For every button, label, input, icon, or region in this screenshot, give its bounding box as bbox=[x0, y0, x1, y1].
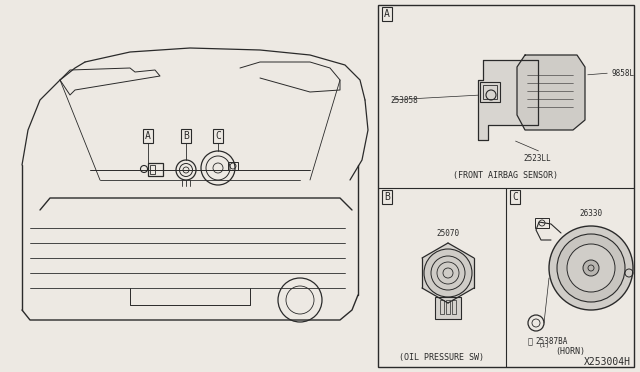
Text: 25387BA: 25387BA bbox=[535, 337, 568, 346]
Text: Ⓝ: Ⓝ bbox=[528, 337, 533, 346]
Bar bbox=[378, 5, 634, 367]
Polygon shape bbox=[448, 243, 474, 273]
Circle shape bbox=[549, 226, 633, 310]
Bar bbox=[483, 85, 497, 99]
Bar bbox=[440, 300, 444, 314]
Polygon shape bbox=[478, 60, 538, 140]
Text: B: B bbox=[384, 192, 390, 202]
Text: 253858: 253858 bbox=[390, 96, 418, 105]
Circle shape bbox=[424, 249, 472, 297]
Polygon shape bbox=[448, 258, 474, 288]
Text: B: B bbox=[183, 131, 189, 141]
Polygon shape bbox=[517, 55, 585, 130]
Text: C: C bbox=[215, 131, 221, 141]
Text: 25070: 25070 bbox=[436, 229, 460, 238]
Text: (1): (1) bbox=[539, 343, 550, 348]
Polygon shape bbox=[422, 243, 448, 273]
Text: 2523LL: 2523LL bbox=[523, 154, 551, 163]
Text: 9858L: 9858L bbox=[612, 68, 635, 77]
Bar bbox=[480, 82, 500, 102]
Bar bbox=[150, 165, 155, 174]
Text: 26330: 26330 bbox=[579, 209, 603, 218]
Text: (FRONT AIRBAG SENSOR): (FRONT AIRBAG SENSOR) bbox=[454, 171, 559, 180]
Text: A: A bbox=[145, 131, 151, 141]
Bar bbox=[435, 297, 461, 319]
Text: C: C bbox=[512, 192, 518, 202]
Bar bbox=[446, 300, 450, 314]
Circle shape bbox=[583, 260, 599, 276]
Circle shape bbox=[557, 234, 625, 302]
Bar bbox=[228, 162, 238, 170]
Bar bbox=[148, 163, 163, 176]
Bar bbox=[452, 300, 456, 314]
Text: (HORN): (HORN) bbox=[555, 347, 585, 356]
Polygon shape bbox=[422, 273, 448, 303]
Polygon shape bbox=[422, 258, 448, 288]
Circle shape bbox=[567, 244, 615, 292]
Bar bbox=[535, 218, 549, 228]
Polygon shape bbox=[448, 273, 474, 303]
Text: A: A bbox=[384, 9, 390, 19]
Text: (OIL PRESSURE SW): (OIL PRESSURE SW) bbox=[399, 353, 484, 362]
Text: X253004H: X253004H bbox=[584, 357, 631, 367]
